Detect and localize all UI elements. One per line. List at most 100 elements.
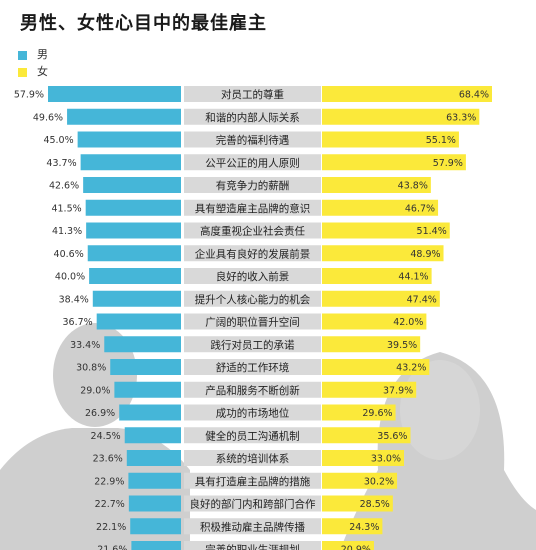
category-label: 提升个人核心能力的机会 <box>195 293 311 306</box>
female-bar <box>322 131 459 148</box>
female-bar <box>322 541 374 550</box>
category-label: 对员工的尊重 <box>221 88 284 101</box>
category-label: 完善的福利待遇 <box>216 134 290 147</box>
chart-title: 男性、女性心目中的最佳雇主 <box>20 13 267 34</box>
male-value-label: 22.7% <box>95 499 125 510</box>
female-value-label: 57.9% <box>433 158 463 169</box>
female-value-label: 51.4% <box>417 226 447 237</box>
male-bar <box>86 222 181 239</box>
male-bar <box>110 359 181 375</box>
legend-swatch-female <box>18 67 27 77</box>
female-value-label: 24.3% <box>349 522 379 533</box>
category-label-bg <box>184 472 321 489</box>
female-value-label: 28.5% <box>360 499 390 510</box>
male-bar <box>130 518 181 535</box>
category-label-bg <box>184 495 321 512</box>
male-value-label: 33.4% <box>70 340 100 351</box>
female-bar <box>322 472 398 489</box>
category-label: 健全的员工沟通机制 <box>205 429 300 442</box>
male-value-label: 45.0% <box>43 135 73 146</box>
female-bar <box>322 518 383 535</box>
male-bar <box>85 199 181 216</box>
male-bar <box>114 381 181 398</box>
male-bar <box>83 177 181 193</box>
category-label-bg <box>184 245 321 262</box>
female-bar <box>322 381 417 398</box>
male-value-label: 26.9% <box>85 408 115 419</box>
female-bar <box>322 222 450 239</box>
female-value-label: 47.4% <box>407 294 437 305</box>
male-value-label: 22.9% <box>94 476 124 487</box>
male-bar <box>96 313 181 330</box>
category-label: 高度重视企业社会责任 <box>200 225 305 238</box>
category-label: 产品和服务不断创新 <box>205 384 300 397</box>
male-value-label: 21.6% <box>97 545 127 550</box>
female-bar <box>322 290 440 307</box>
male-bar <box>119 404 181 421</box>
female-head-silhouette <box>400 360 480 460</box>
male-bar <box>104 336 181 353</box>
category-label-bg <box>184 177 321 193</box>
category-label-bg <box>184 450 321 466</box>
female-bar <box>322 86 492 102</box>
male-value-label: 57.9% <box>14 90 44 101</box>
female-value-label: 20.9% <box>341 545 371 550</box>
category-label-bg <box>184 541 321 550</box>
category-labels: 对员工的尊重和谐的内部人际关系完善的福利待遇公平公正的用人原则有竞争力的薪酬具有… <box>184 86 321 550</box>
male-value-label: 41.3% <box>52 226 82 237</box>
female-bar <box>322 495 393 512</box>
female-bar <box>322 245 444 262</box>
category-label: 有竞争力的薪酬 <box>216 179 290 192</box>
male-bar <box>48 86 181 102</box>
category-label-bg <box>184 336 321 353</box>
female-bar <box>322 313 427 330</box>
male-series: 57.9% 49.6% 45.0% 43.7% 42.6% 41.5% 41.3% 40.6%… <box>14 86 181 550</box>
category-label-bg <box>184 518 321 535</box>
category-label: 广阔的职位晋升空间 <box>205 316 300 329</box>
female-bar <box>322 336 421 353</box>
category-label: 良好的部门内和跨部门合作 <box>190 498 316 511</box>
category-label: 具有塑造雇主品牌的意识 <box>195 202 311 215</box>
legend-swatch-male <box>18 50 27 60</box>
category-label-bg <box>184 131 321 148</box>
category-label: 良好的收入前景 <box>216 270 290 283</box>
female-value-label: 68.4% <box>459 90 489 101</box>
male-value-label: 29.0% <box>80 385 110 396</box>
female-bar <box>322 199 439 216</box>
category-label: 成功的市场地位 <box>216 407 290 420</box>
category-label-bg <box>184 222 321 239</box>
female-value-label: 35.6% <box>377 431 407 442</box>
legend-item-female: 女 <box>18 63 48 79</box>
category-label: 完善的职业生涯规划 <box>205 543 300 550</box>
female-value-label: 29.6% <box>362 408 392 419</box>
male-value-label: 36.7% <box>63 317 93 328</box>
category-label-bg <box>184 359 321 375</box>
category-label-bg <box>184 199 321 216</box>
male-value-label: 22.1% <box>96 522 126 533</box>
male-bar <box>128 472 181 489</box>
female-bar <box>322 154 466 171</box>
category-label: 具有打造雇主品牌的措施 <box>195 475 311 488</box>
male-value-label: 23.6% <box>93 454 123 465</box>
female-bar <box>322 359 430 375</box>
male-value-label: 40.6% <box>54 249 84 260</box>
female-value-label: 30.2% <box>364 476 394 487</box>
category-label-bg <box>184 404 321 421</box>
female-value-label: 46.7% <box>405 203 435 214</box>
female-value-label: 42.0% <box>393 317 423 328</box>
female-bar <box>322 427 411 444</box>
female-value-label: 43.8% <box>398 181 428 192</box>
male-value-label: 49.6% <box>33 112 63 123</box>
female-bar <box>322 450 405 466</box>
category-label-bg <box>184 290 321 307</box>
female-value-label: 33.0% <box>371 454 401 465</box>
male-bar <box>80 154 181 171</box>
female-value-label: 44.1% <box>398 272 428 283</box>
legend-label-male: 男 <box>37 48 48 61</box>
category-label-bg <box>184 381 321 398</box>
female-series: 68.4% 63.3% 55.1% 57.9% 43.8% 46.7% 51.4% 48.9%… <box>322 86 492 550</box>
male-value-label: 38.4% <box>59 294 89 305</box>
male-bar <box>67 108 181 125</box>
category-label: 系统的培训体系 <box>216 452 290 465</box>
